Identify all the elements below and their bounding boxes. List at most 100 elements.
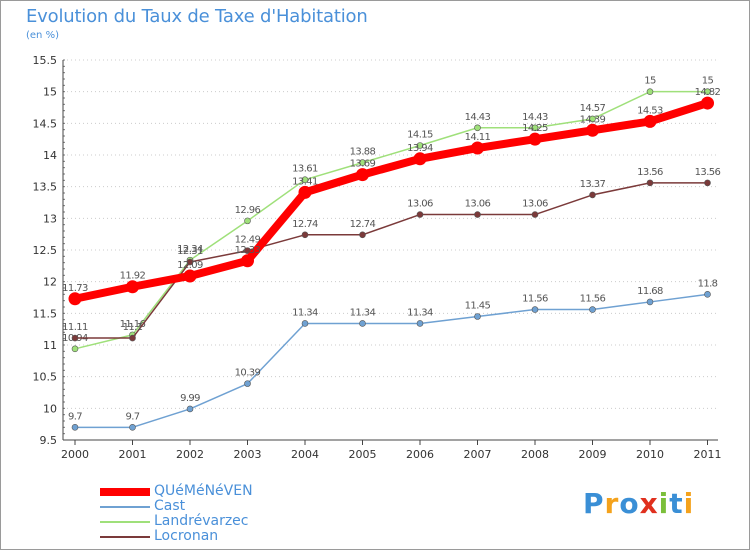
x-tick-label: 2000 <box>61 448 89 461</box>
data-point-cast <box>474 313 481 320</box>
data-label-locronan: 13.06 <box>407 199 433 210</box>
data-point-landr-varzec <box>301 176 309 183</box>
data-label-cast: 9.99 <box>180 393 200 404</box>
data-label-qu-m-n-ven: 11.92 <box>120 271 146 282</box>
logo-letter: i <box>683 487 695 520</box>
data-point-cast <box>186 405 194 413</box>
x-tick-label: 2001 <box>119 448 147 461</box>
data-point-landr-varzec <box>704 88 711 95</box>
x-tick-label: 2009 <box>579 448 607 461</box>
legend-label-landrevarzec: Landrévarzec <box>154 513 249 529</box>
series-line-landr-varzec <box>74 90 709 350</box>
data-label-qu-m-n-ven: 14.82 <box>695 87 721 98</box>
data-point-cast <box>646 298 654 306</box>
x-tick-label: 2005 <box>349 448 377 461</box>
data-point-locronan <box>416 211 424 218</box>
data-point-landr-varzec <box>474 124 481 132</box>
data-label-locronan: 13.56 <box>637 167 663 178</box>
y-tick-label: 10 <box>43 402 57 415</box>
data-point-landr-varzec <box>646 88 654 95</box>
data-label-locronan: 12.74 <box>350 219 376 230</box>
data-label-qu-m-n-ven: 11.73 <box>62 283 88 294</box>
y-tick-label: 15.5 <box>33 54 58 67</box>
data-point-cast <box>301 320 309 327</box>
data-point-qu-m-n-ven <box>643 114 657 128</box>
data-label-qu-m-n-ven: 13.94 <box>407 143 433 154</box>
data-point-landr-varzec <box>589 115 596 123</box>
data-point-locronan <box>474 211 481 218</box>
data-label-cast: 11.56 <box>580 294 606 305</box>
data-point-qu-m-n-ven <box>298 185 312 199</box>
data-label-landr-varzec: 12.34 <box>177 244 203 255</box>
data-label-landr-varzec: 14.15 <box>407 130 433 141</box>
data-point-locronan <box>301 231 309 239</box>
data-label-landr-varzec: 11.16 <box>120 319 146 330</box>
data-label-locronan: 12.49 <box>235 235 261 246</box>
legend-swatch-locronan <box>100 535 150 538</box>
data-point-qu-m-n-ven <box>413 152 427 166</box>
logo-letter: o <box>619 487 640 520</box>
data-label-locronan: 13.06 <box>522 199 548 210</box>
legend-label-quemeneven: QUéMéNéVEN <box>154 483 253 499</box>
data-point-locronan <box>589 191 596 199</box>
proxiti-logo: Proxiti <box>583 487 694 520</box>
data-point-cast <box>71 424 79 431</box>
y-tick-label: 11.5 <box>33 307 58 320</box>
legend-swatch-quemeneven <box>100 487 150 496</box>
data-label-locronan: 13.37 <box>580 179 606 190</box>
data-point-landr-varzec <box>244 217 251 225</box>
series-line-locronan <box>74 182 709 339</box>
legend-label-locronan: Locronan <box>154 528 219 544</box>
legend-item-cast[interactable]: Cast <box>100 499 320 514</box>
data-label-cast: 9.7 <box>125 411 139 422</box>
y-tick-label: 15 <box>43 86 57 99</box>
data-point-cast <box>589 306 596 313</box>
data-point-qu-m-n-ven <box>528 132 542 146</box>
data-label-landr-varzec: 12.96 <box>235 205 261 216</box>
data-point-landr-varzec <box>416 142 424 149</box>
legend-item-locronan[interactable]: Locronan <box>100 529 320 544</box>
data-label-locronan: 13.06 <box>465 199 491 210</box>
data-label-cast: 11.34 <box>350 307 376 318</box>
data-label-locronan: 11.11 <box>62 322 88 333</box>
data-label-landr-varzec: 14.57 <box>580 103 606 114</box>
data-label-landr-varzec: 14.43 <box>465 112 491 123</box>
chart-unit-label: (en %) <box>26 30 59 41</box>
data-label-qu-m-n-ven: 12.33 <box>235 245 261 256</box>
data-label-qu-m-n-ven: 14.53 <box>637 105 663 116</box>
chart-title: Evolution du Taux de Taxe d'Habitation <box>26 6 368 27</box>
legend-item-landrevarzec[interactable]: Landrévarzec <box>100 514 320 529</box>
y-tick-label: 14.5 <box>33 117 58 130</box>
legend-item-quemeneven[interactable]: QUéMéNéVEN <box>100 484 320 499</box>
data-point-cast <box>244 380 251 387</box>
logo-letter: x <box>639 487 659 520</box>
data-label-qu-m-n-ven: 14.11 <box>465 132 491 143</box>
chart-legend: QUéMéNéVEN Cast Landrévarzec Locronan <box>100 484 320 544</box>
data-label-cast: 11.34 <box>292 307 318 318</box>
x-tick-label: 2008 <box>521 448 549 461</box>
data-point-locronan <box>359 231 366 239</box>
data-point-cast <box>129 424 136 431</box>
data-point-qu-m-n-ven <box>126 280 139 294</box>
series-line-cast <box>74 293 709 429</box>
data-label-cast: 9.7 <box>68 411 82 422</box>
data-label-locronan: 13.56 <box>695 167 721 178</box>
legend-swatch-cast <box>100 505 150 508</box>
data-point-qu-m-n-ven <box>701 96 714 110</box>
data-label-qu-m-n-ven: 14.39 <box>580 114 606 125</box>
data-label-locronan: 12.74 <box>292 219 318 230</box>
legend-label-cast: Cast <box>154 498 186 514</box>
x-tick-label: 2007 <box>464 448 492 461</box>
line-chart: 9.5 10 10.5 11 11.5 12 12.5 13 13.5 14 14.5 15 15.5 2… <box>33 54 722 461</box>
data-label-qu-m-n-ven: 13.69 <box>350 159 376 170</box>
data-label-qu-m-n-ven: 13.41 <box>292 176 318 187</box>
logo-letter: P <box>583 487 605 520</box>
logo-letter: r <box>604 487 620 520</box>
data-point-landr-varzec <box>359 159 366 166</box>
data-label-cast: 11.45 <box>465 301 491 312</box>
data-label-landr-varzec: 15 <box>644 76 656 87</box>
data-label-landr-varzec: 14.43 <box>522 112 548 123</box>
data-point-qu-m-n-ven <box>241 254 254 268</box>
logo-letter: i <box>658 487 670 520</box>
logo-letter: t <box>669 487 684 520</box>
